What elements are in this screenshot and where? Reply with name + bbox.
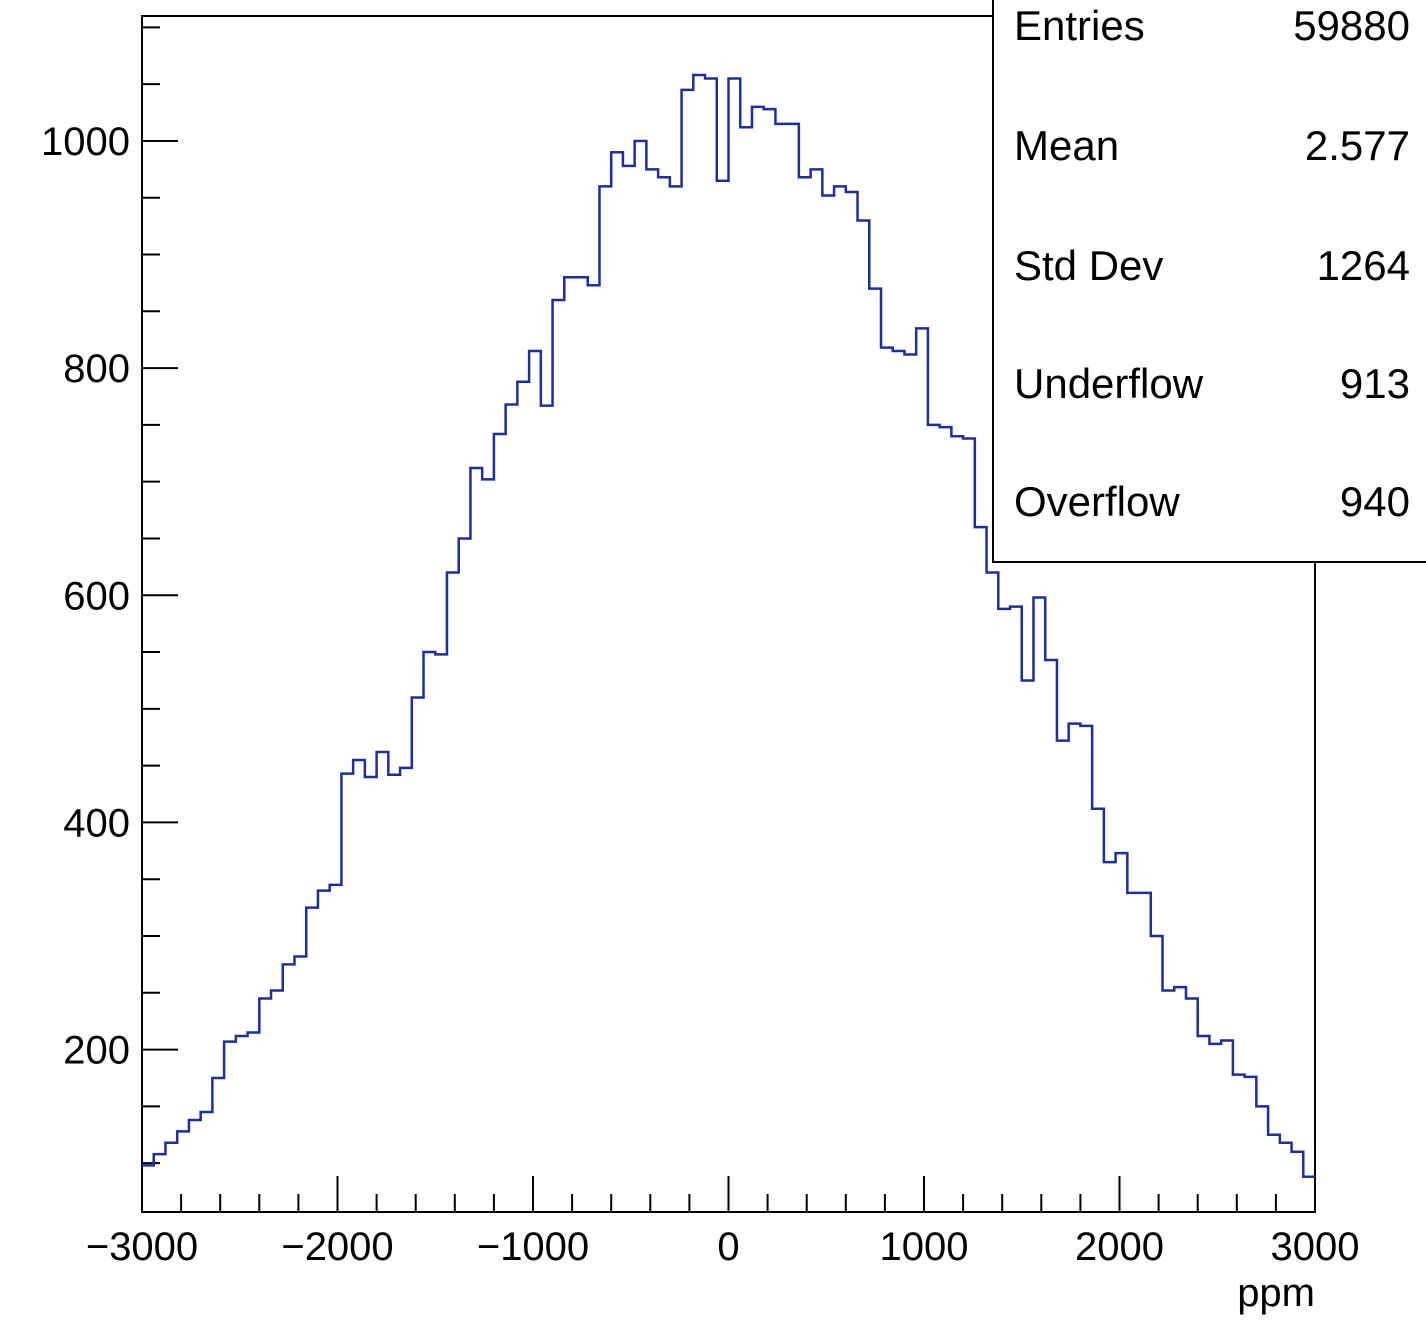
y-tick-label: 400 [63, 801, 130, 845]
stats-value: 913 [1340, 360, 1410, 407]
stats-label: Overflow [1014, 478, 1180, 525]
x-axis-label: ppm [1237, 1271, 1315, 1315]
x-tick-label: 1000 [880, 1225, 969, 1269]
histogram-line [142, 73, 1315, 1179]
x-tick-label: 2000 [1075, 1225, 1164, 1269]
x-axis: −3000 −2000 −1000 0 1000 2000 3000 [86, 1176, 1360, 1269]
x-tick-label: −2000 [281, 1225, 393, 1269]
y-axis: 200 400 600 800 1000 [41, 26, 178, 1165]
x-tick-label: −3000 [86, 1225, 198, 1269]
y-tick-label: 1000 [41, 120, 130, 164]
x-tick-label: 0 [717, 1225, 739, 1269]
y-tick-label: 800 [63, 347, 130, 391]
stats-label: Std Dev [1014, 242, 1163, 289]
y-tick-label: 200 [63, 1029, 130, 1073]
x-tick-label: 3000 [1271, 1225, 1360, 1269]
stats-value: 940 [1340, 478, 1410, 525]
stats-value: 2.577 [1305, 122, 1410, 169]
stats-box-frame [992, 0, 1426, 563]
stats-label: Entries [1014, 2, 1145, 49]
stats-box: Entries 59880 Mean 2.577 Std Dev 1264 Underflo… [992, 0, 1426, 563]
stats-value: 59880 [1293, 2, 1410, 49]
y-tick-label: 600 [63, 574, 130, 618]
stats-label: Underflow [1014, 360, 1204, 407]
stats-value: 1264 [1317, 242, 1410, 289]
x-tick-label: −1000 [477, 1225, 589, 1269]
stats-label: Mean [1014, 122, 1119, 169]
